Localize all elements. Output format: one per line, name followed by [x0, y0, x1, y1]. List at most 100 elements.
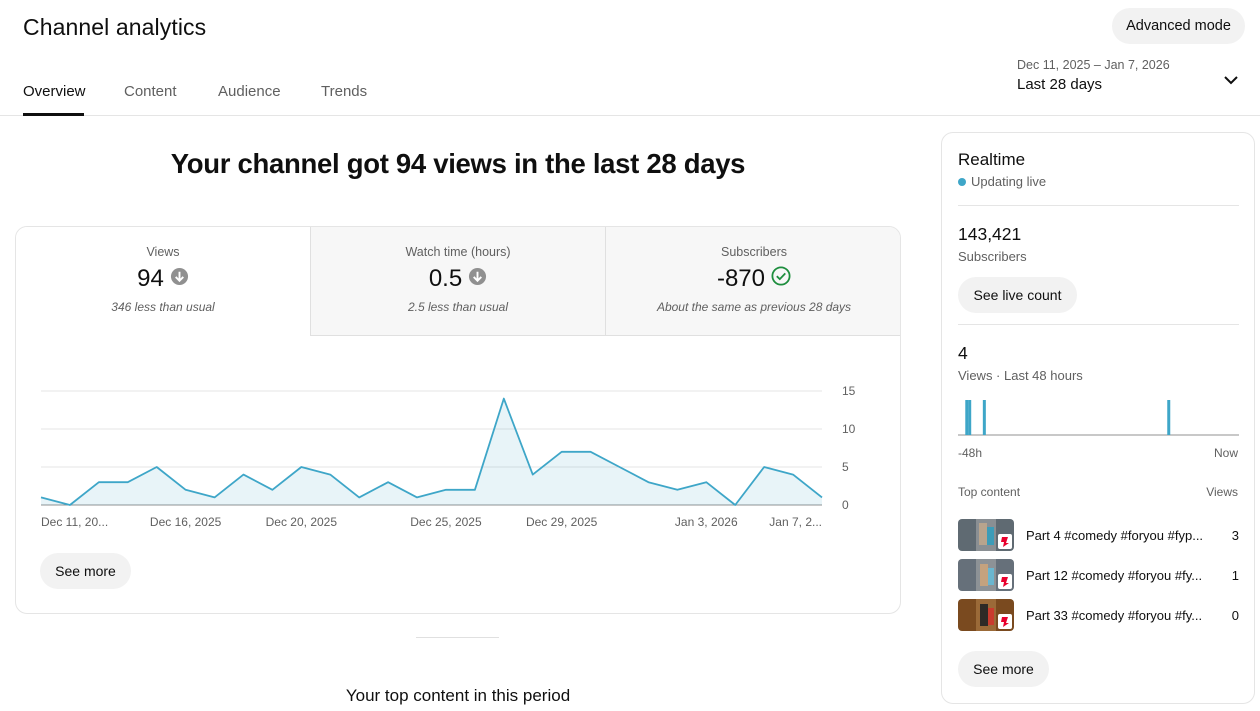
data-point	[386, 480, 391, 485]
metric-tab-subscribers[interactable]: Subscribers -870 About the same as previ…	[606, 227, 900, 336]
content-title: Part 12 #comedy #foryou #fy...	[1026, 568, 1203, 583]
metric-value: -870	[716, 265, 766, 292]
data-point	[530, 472, 535, 477]
data-point	[704, 480, 709, 485]
realtime-bar	[968, 400, 972, 435]
content-title: Part 33 #comedy #foryou #fy...	[1026, 608, 1203, 623]
content-views: 3	[1231, 528, 1239, 543]
metric-tab-watch-time[interactable]: Watch time (hours) 0.5 2.5 less than usu…	[311, 227, 606, 336]
see-more-button[interactable]: See more	[40, 553, 131, 589]
data-point	[67, 503, 72, 508]
data-point	[270, 487, 275, 492]
realtime-views-label: Views · Last 48 hours	[958, 368, 1083, 383]
live-dot-icon	[958, 177, 966, 186]
page-title: Channel analytics	[23, 14, 207, 40]
subscriber-label: Subscribers	[958, 249, 1027, 264]
date-range-label: Last 28 days	[1017, 76, 1103, 93]
subscriber-count: 143,421	[958, 224, 1022, 244]
content-views: 1	[1231, 568, 1239, 583]
tab-overview[interactable]: Overview	[23, 83, 86, 100]
metric-note: 346 less than usual	[111, 300, 215, 314]
active-tab-indicator	[23, 113, 84, 116]
top-content-row[interactable]: Part 33 #comedy #foryou #fy... 0	[958, 599, 1239, 631]
data-point	[762, 465, 767, 470]
overview-card: Views 94 346 less than usual Watch time …	[15, 226, 901, 614]
live-status: Updating live	[971, 174, 1047, 189]
x-tick-label: Dec 29, 2025	[526, 515, 598, 529]
divider	[958, 324, 1239, 325]
realtime-see-more-button[interactable]: See more	[958, 651, 1049, 687]
arrow-down-circle-icon	[170, 265, 189, 293]
data-point	[154, 465, 159, 470]
top-content-label: Top content	[958, 485, 1021, 499]
x-tick-label: Dec 20, 2025	[266, 515, 338, 529]
metric-value: 94	[137, 265, 164, 292]
axis-end-label: Now	[1213, 446, 1238, 460]
x-tick-label: Dec 16, 2025	[150, 515, 222, 529]
x-tick-label: Dec 25, 2025	[410, 515, 482, 529]
metric-label: Views	[146, 245, 180, 259]
data-point	[415, 495, 420, 500]
metric-label: Subscribers	[721, 245, 787, 259]
data-point	[820, 495, 825, 500]
date-range-text: Dec 11, 2025 – Jan 7, 2026	[1017, 58, 1170, 72]
top-content-row[interactable]: Part 4 #comedy #foryou #fyp... 3	[958, 519, 1239, 551]
realtime-bar	[1167, 400, 1171, 435]
top-content-heading: Your top content in this period	[345, 686, 571, 705]
data-point	[501, 396, 506, 401]
axis-start-label: -48h	[958, 446, 983, 460]
x-tick-label: Jan 7, 2...	[769, 515, 822, 529]
data-point	[559, 449, 564, 454]
data-point	[733, 503, 738, 508]
metric-label: Watch time (hours)	[405, 245, 511, 259]
top-content-row[interactable]: Part 12 #comedy #foryou #fy... 1	[958, 559, 1239, 591]
tab-audience[interactable]: Audience	[218, 83, 281, 100]
tab-trends[interactable]: Trends	[321, 83, 368, 100]
section-divider	[416, 637, 499, 638]
metric-note: About the same as previous 28 days	[656, 300, 852, 314]
arrow-down-circle-icon	[468, 265, 487, 293]
data-point	[299, 465, 304, 470]
realtime-bar	[965, 400, 969, 435]
x-tick-label: Dec 11, 20...	[41, 515, 108, 529]
video-thumbnail	[958, 519, 1014, 551]
series-area	[41, 398, 822, 505]
tab-content[interactable]: Content	[124, 83, 177, 100]
data-point	[357, 495, 362, 500]
series-line	[40, 397, 823, 506]
data-point	[443, 487, 448, 492]
date-range-picker[interactable]: Dec 11, 2025 – Jan 7, 2026 Last 28 days	[1017, 58, 1243, 100]
realtime-bar	[982, 400, 986, 435]
video-thumbnail	[958, 599, 1014, 631]
metric-value: 0.5	[428, 265, 463, 292]
y-tick-label: 5	[842, 460, 849, 474]
video-thumbnail	[958, 559, 1014, 591]
data-point	[791, 472, 796, 477]
advanced-mode-button[interactable]: Advanced mode	[1112, 8, 1245, 44]
content-views: 0	[1231, 608, 1239, 623]
chevron-down-icon	[1223, 72, 1239, 93]
views-line-chart: 0 5 10 15 Dec 11, 20... Dec 16, 2025 Dec 20, 2…	[39, 384, 856, 529]
y-tick-label: 10	[842, 422, 856, 436]
data-point	[125, 480, 130, 485]
data-point	[588, 449, 593, 454]
data-point	[96, 480, 101, 485]
metric-tab-views[interactable]: Views 94 346 less than usual	[16, 227, 311, 336]
data-point	[241, 472, 246, 477]
tab-bar: Overview Content Audience Trends	[0, 70, 1260, 116]
content-title: Part 4 #comedy #foryou #fyp...	[1026, 528, 1204, 543]
metric-note: 2.5 less than usual	[407, 300, 509, 314]
data-point	[39, 495, 44, 500]
data-point	[617, 465, 622, 470]
views-column-label: Views	[1206, 485, 1238, 499]
data-point	[472, 487, 477, 492]
realtime-bar-chart	[958, 400, 1239, 436]
data-point	[183, 487, 188, 492]
check-circle-icon	[771, 265, 791, 293]
data-point	[212, 495, 217, 500]
y-tick-label: 15	[842, 384, 856, 398]
realtime-panel: Realtime Updating live 143,421 Subscribe…	[941, 132, 1255, 704]
data-point	[675, 487, 680, 492]
see-live-count-button[interactable]: See live count	[958, 277, 1077, 313]
data-point	[328, 472, 333, 477]
